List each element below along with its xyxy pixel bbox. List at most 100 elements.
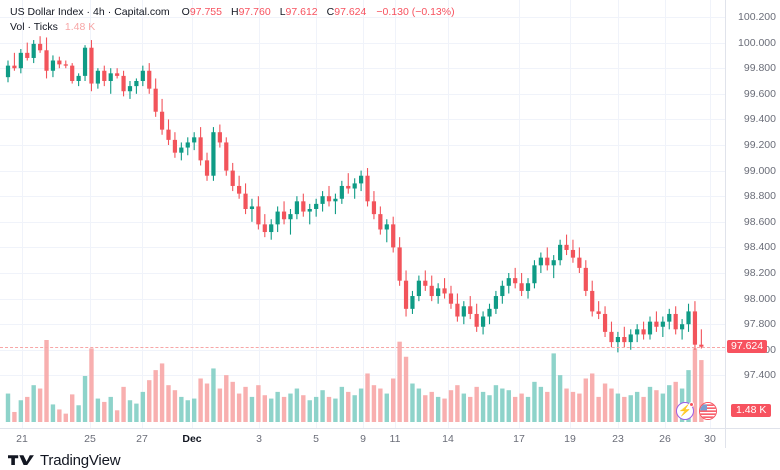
candle-body (596, 311, 601, 314)
candle-body (628, 334, 633, 343)
price-axis-tick: 98.200 (743, 267, 776, 279)
candle-body (18, 52, 23, 69)
candle-body (326, 196, 332, 202)
time-axis-tick: 25 (84, 433, 96, 445)
gridline-horizontal (0, 119, 725, 121)
volume-bar (506, 390, 511, 422)
candle-body (403, 280, 409, 309)
volume-bar (89, 348, 94, 422)
candle-body (384, 224, 389, 230)
candle-body (615, 337, 620, 343)
lightning-bolt-icon[interactable]: ⚡ (676, 402, 694, 420)
gridline-vertical (363, 0, 364, 428)
gridline-vertical (519, 0, 520, 428)
volume-bar (243, 386, 248, 422)
volume-bar (455, 385, 460, 422)
volume-bar (313, 396, 319, 422)
candle-body (538, 257, 543, 266)
candle-body (641, 329, 646, 335)
time-axis[interactable]: 21 25 27 Dec 3 5 9 11 14 17 19 23 26 30 (0, 428, 725, 448)
volume-bar (172, 390, 178, 422)
data-source-label[interactable]: Capital.com (114, 6, 170, 18)
gridline-vertical (90, 0, 91, 428)
tradingview-logo[interactable]: TradingView (8, 452, 121, 469)
volume-bar (307, 400, 312, 422)
candle-body (513, 278, 518, 284)
volume-bar (397, 341, 402, 422)
gridline-horizontal (0, 170, 725, 172)
candle-body (545, 257, 550, 266)
candle-body (590, 290, 595, 312)
chart-pane[interactable] (0, 0, 725, 428)
volume-bar (114, 410, 120, 422)
volume-bar (378, 388, 383, 422)
volume-bar (230, 381, 235, 422)
candle-body (147, 70, 152, 89)
volume-bar (686, 370, 691, 422)
gridline-horizontal (0, 324, 725, 326)
candle-body (172, 139, 178, 153)
price-axis-tick: 98.600 (743, 215, 776, 228)
candle-body (397, 247, 402, 281)
gridline-horizontal (0, 298, 725, 300)
current-price-badge: 97.624 (727, 340, 768, 354)
candle-body (76, 75, 81, 81)
candle-body (609, 331, 614, 343)
volume-bar (384, 393, 389, 422)
gridline-vertical (618, 0, 619, 428)
gridline-vertical (395, 0, 396, 428)
candle-body (692, 311, 698, 345)
volume-bar (654, 390, 659, 422)
us-flag-glyph (700, 403, 716, 419)
legend-separator-1: · (86, 6, 91, 18)
volume-bar (493, 385, 499, 422)
volume-bar (191, 398, 197, 422)
candle-body (686, 311, 691, 325)
candle-body (429, 285, 434, 297)
ohlc-close: C97.624 (326, 6, 367, 18)
candle-body (564, 244, 569, 250)
axis-corner (725, 428, 780, 448)
candle-body (179, 147, 184, 153)
volume-bar (140, 391, 146, 422)
volume-study-label[interactable]: Vol · Ticks (10, 21, 58, 33)
candle-body (359, 175, 364, 184)
volume-bar (5, 393, 11, 422)
price-axis-tick: 98.800 (743, 190, 776, 203)
price-axis-tick: 100.200 (738, 11, 776, 23)
volume-bar (185, 400, 190, 422)
volume-bar (346, 391, 351, 422)
price-axis[interactable]: 100.200 100.000 99.800 99.600 99.400 99.200 99… (725, 0, 780, 428)
volume-bar (602, 383, 608, 422)
volume-bar (82, 375, 88, 422)
volume-bar (660, 393, 666, 422)
volume-bar (442, 398, 447, 422)
candle-body (12, 65, 17, 69)
timeframe-label[interactable]: 4h (93, 6, 105, 18)
volume-bar (179, 396, 184, 422)
candle-body (237, 185, 242, 194)
volume-bar (249, 396, 255, 422)
chart-corner-icons: ⚡ (676, 401, 722, 421)
ohlc-open: O97.755 (181, 6, 222, 18)
candle-body (680, 324, 685, 330)
volume-bar (339, 386, 345, 422)
candle-body (699, 344, 704, 347)
candle-body (442, 288, 447, 294)
volume-bar (333, 398, 338, 422)
volume-bar (525, 396, 531, 422)
volume-bar (673, 381, 678, 422)
symbol-name[interactable]: US Dollar Index (10, 6, 84, 18)
us-flag-icon[interactable] (699, 402, 717, 420)
candle-body (269, 224, 274, 233)
volume-bar (269, 398, 274, 422)
legend-primary-row: US Dollar Index · 4h · Capital.com O97.7… (10, 6, 455, 19)
volume-bar (281, 396, 287, 422)
candle-body (461, 306, 466, 317)
volume-bar (609, 388, 614, 422)
gridline-vertical (710, 0, 711, 428)
candle-body (474, 313, 479, 327)
candle-body (134, 81, 139, 87)
candle-body (50, 60, 56, 71)
candle-body (667, 313, 672, 322)
